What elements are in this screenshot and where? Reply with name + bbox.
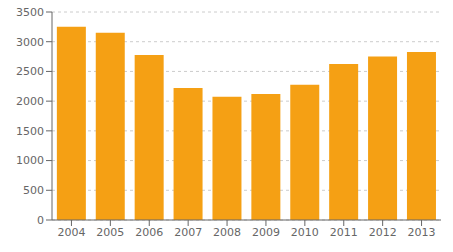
svg-text:2006: 2006 xyxy=(135,226,163,239)
svg-text:2007: 2007 xyxy=(174,226,202,239)
svg-text:2005: 2005 xyxy=(96,226,124,239)
svg-text:2009: 2009 xyxy=(252,226,280,239)
svg-text:3000: 3000 xyxy=(16,36,44,49)
svg-text:2011: 2011 xyxy=(330,226,358,239)
svg-text:2000: 2000 xyxy=(16,95,44,108)
svg-text:1500: 1500 xyxy=(16,125,44,138)
svg-text:500: 500 xyxy=(23,184,44,197)
svg-text:2004: 2004 xyxy=(57,226,85,239)
svg-text:2008: 2008 xyxy=(213,226,241,239)
svg-text:3500: 3500 xyxy=(16,6,44,19)
svg-text:2013: 2013 xyxy=(408,226,436,239)
svg-text:1000: 1000 xyxy=(16,154,44,167)
svg-text:2010: 2010 xyxy=(291,226,319,239)
svg-text:0: 0 xyxy=(37,214,44,227)
svg-text:2500: 2500 xyxy=(16,65,44,78)
svg-text:2012: 2012 xyxy=(369,226,397,239)
